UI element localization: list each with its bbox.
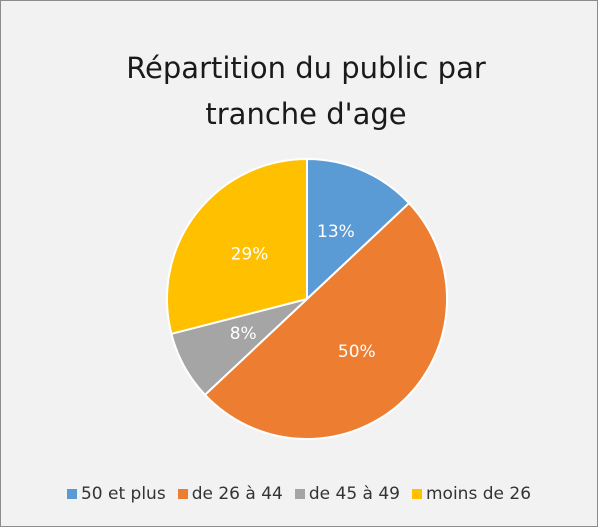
- legend-item: de 26 à 44: [177, 484, 283, 504]
- legend-label: de 45 à 49: [308, 484, 400, 504]
- legend-label: de 26 à 44: [191, 484, 283, 504]
- data-label: 50%: [338, 342, 376, 362]
- legend-swatch: [412, 489, 422, 499]
- data-label: 8%: [230, 324, 257, 344]
- legend-label: moins de 26: [426, 484, 532, 504]
- chart-title: Répartition du public par tranche d'age: [126, 51, 486, 131]
- pie-slice: [306, 157, 411, 302]
- data-label: 13%: [317, 222, 355, 242]
- legend-item: moins de 26: [412, 484, 531, 504]
- legend-label: 50 et plus: [80, 484, 166, 504]
- pie-slice: [203, 201, 448, 440]
- legend-swatch: [177, 489, 188, 499]
- legend-swatch: [294, 489, 305, 499]
- legend-item: 50 et plus: [66, 484, 166, 504]
- legend-swatch: [66, 489, 77, 499]
- pie-slice: [166, 157, 308, 336]
- legend-item: de 45 à 49: [294, 484, 400, 504]
- data-label: 29%: [231, 244, 269, 264]
- legend: 50 et plus de 26 à 44 de 45 à 49 moins de 2…: [1, 484, 597, 504]
